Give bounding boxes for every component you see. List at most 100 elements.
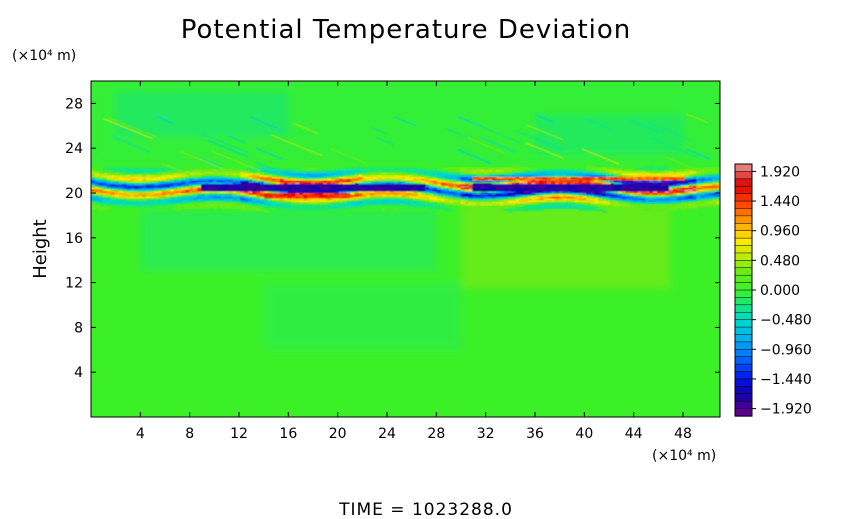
field-cell <box>248 187 253 190</box>
field-cell <box>558 206 564 210</box>
field-cell <box>547 172 552 176</box>
field-cell <box>621 185 627 188</box>
field-cell <box>354 201 359 204</box>
field-cell <box>716 185 720 188</box>
field-cell <box>138 194 143 197</box>
field-cell <box>535 199 540 202</box>
field-cell <box>523 188 528 192</box>
field-cell <box>519 180 525 183</box>
field-cell <box>303 180 308 183</box>
field-cell <box>605 171 611 174</box>
field-cell <box>185 197 190 201</box>
field-cell <box>503 172 509 176</box>
field-cell <box>342 204 348 208</box>
field-cell <box>476 167 481 170</box>
field-cell <box>102 167 108 170</box>
field-cell <box>609 203 615 206</box>
field-cell <box>554 203 560 206</box>
field-cell <box>664 206 670 210</box>
field-cell <box>421 174 426 178</box>
field-cell <box>370 197 375 201</box>
field-cell <box>605 185 611 188</box>
field-cell <box>260 187 265 190</box>
field-cell <box>173 171 179 174</box>
field-cell <box>452 180 458 183</box>
field-cell <box>346 178 352 181</box>
field-cell <box>550 181 556 185</box>
field-cell <box>389 187 395 190</box>
field-cell <box>468 183 473 186</box>
field-cell <box>98 172 104 176</box>
field-cell <box>295 204 300 208</box>
field-cell <box>362 188 367 192</box>
field-cell <box>602 197 607 201</box>
field-cell <box>287 197 293 201</box>
field-cell <box>256 190 261 194</box>
field-cell <box>708 187 713 190</box>
field-cell <box>503 203 509 206</box>
field-cell <box>381 199 387 202</box>
field-cell <box>275 188 281 192</box>
field-cell <box>118 196 124 199</box>
field-cell <box>531 180 536 183</box>
field-cell <box>393 178 399 181</box>
field-cell <box>488 190 493 194</box>
field-cell <box>146 174 151 178</box>
field-cell <box>429 187 434 190</box>
field-cell <box>138 171 143 174</box>
field-cell <box>527 206 532 210</box>
field-cell <box>668 196 674 199</box>
field-cell <box>358 167 363 170</box>
field-cell <box>260 181 265 185</box>
field-cell <box>476 178 481 181</box>
x-tick-label: 24 <box>378 426 396 442</box>
field-cell <box>535 201 540 204</box>
field-cell <box>511 185 517 188</box>
field-cell <box>279 180 285 183</box>
field-cell <box>319 171 324 174</box>
field-cell <box>425 178 430 181</box>
field-cell <box>413 185 418 188</box>
field-cell <box>503 169 509 172</box>
field-cell <box>374 169 379 172</box>
field-cell <box>205 180 210 183</box>
field-cell <box>558 174 564 178</box>
field-cell <box>657 206 662 210</box>
field-cell <box>252 178 257 181</box>
field-cell <box>389 185 395 188</box>
field-cell <box>570 203 576 206</box>
field-cell <box>550 204 556 208</box>
field-cell <box>91 196 96 199</box>
field-cell <box>118 192 124 195</box>
field-cell <box>609 196 615 199</box>
field-cell <box>381 180 387 183</box>
y-tick-label: 24 <box>65 141 83 157</box>
field-cell <box>307 208 312 211</box>
field-cell <box>550 172 556 176</box>
colorbar-swatch <box>734 252 753 262</box>
field-cell <box>712 169 717 172</box>
field-cell <box>409 201 414 204</box>
field-cell <box>523 194 528 197</box>
field-cell <box>649 167 654 170</box>
field-cell <box>499 194 505 197</box>
field-cell <box>433 181 438 185</box>
field-cell <box>700 172 705 176</box>
field-cell <box>712 204 717 208</box>
field-cell <box>613 172 619 176</box>
field-cell <box>330 204 336 208</box>
field-cell <box>664 188 670 192</box>
field-cell <box>574 201 580 204</box>
colorbar-swatch <box>734 297 753 306</box>
field-cell <box>574 176 580 179</box>
field-cell <box>641 201 646 204</box>
field-cell <box>114 192 120 195</box>
field-cell <box>118 194 124 197</box>
field-cell <box>374 194 379 197</box>
field-cell <box>212 190 218 194</box>
field-cell <box>224 194 230 197</box>
field-cell <box>515 201 521 204</box>
field-cell <box>256 183 261 186</box>
field-cell <box>370 174 375 178</box>
field-cell <box>657 201 662 204</box>
